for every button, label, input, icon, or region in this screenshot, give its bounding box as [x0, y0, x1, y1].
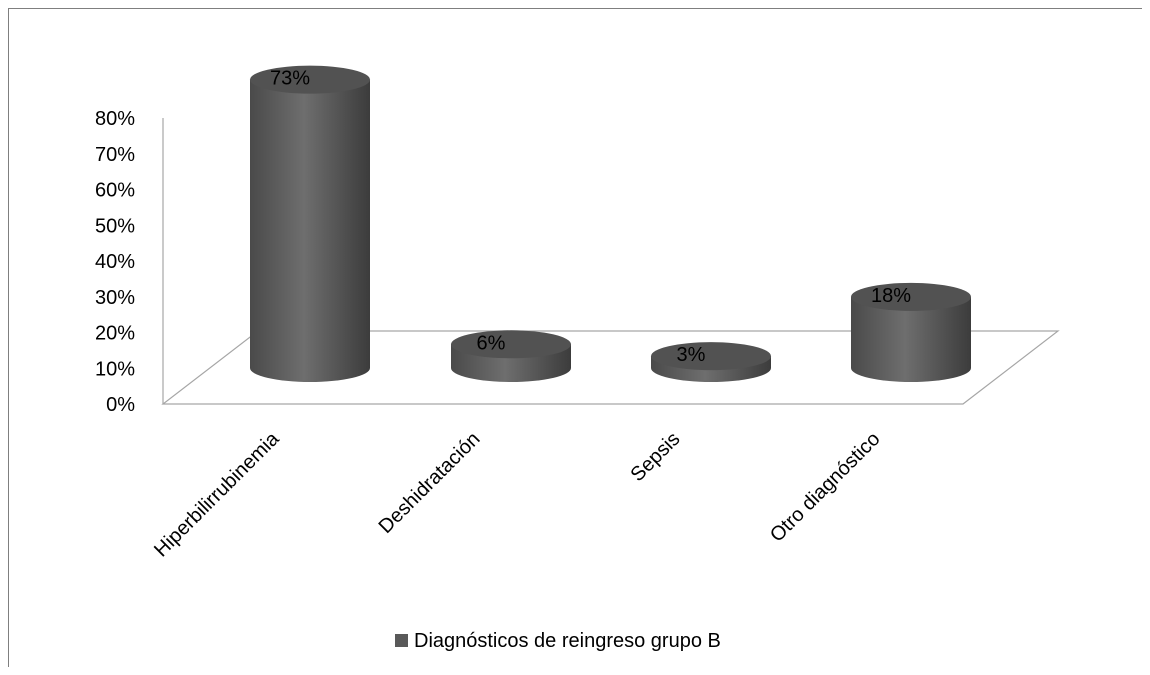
x-category-label: Deshidratación	[375, 428, 485, 538]
bars-layer	[250, 65, 971, 383]
bar	[250, 65, 370, 383]
chart-frame	[8, 8, 1142, 667]
bar-body	[851, 296, 971, 382]
bar-top	[250, 65, 370, 94]
chart-floor	[161, 330, 1060, 405]
y-tick-label: 80%	[95, 108, 135, 130]
x-category-label: Hiperbilirrubinemia	[150, 427, 284, 561]
axes-layer: 0% 10% 20% 30% 40% 50% 60% 70% 80%	[95, 108, 1060, 416]
x-category-label: Otro diagnóstico	[766, 428, 885, 547]
bar-top	[651, 342, 771, 371]
x-category-label: Sepsis	[627, 428, 685, 486]
y-tick-label: 30%	[95, 287, 135, 309]
data-label: 3%	[677, 344, 706, 366]
bar-top	[851, 282, 971, 311]
y-tick-label: 50%	[95, 215, 135, 237]
y-tick-label: 40%	[95, 251, 135, 273]
legend-swatch	[395, 634, 408, 647]
bar	[851, 282, 971, 382]
data-label: 6%	[477, 332, 506, 354]
y-tick-label: 10%	[95, 358, 135, 380]
y-tick-label: 0%	[106, 394, 135, 416]
data-label: 18%	[871, 285, 911, 307]
bar	[451, 330, 571, 382]
bar	[651, 342, 771, 382]
y-tick-label: 70%	[95, 144, 135, 166]
legend: Diagnósticos de reingreso grupo B	[395, 630, 721, 652]
legend-label: Diagnósticos de reingreso grupo B	[414, 630, 721, 652]
y-tick-label: 60%	[95, 180, 135, 202]
bar-body	[250, 79, 370, 383]
data-label: 73%	[270, 68, 310, 90]
y-tick-label: 20%	[95, 323, 135, 345]
bar-top	[451, 330, 571, 359]
